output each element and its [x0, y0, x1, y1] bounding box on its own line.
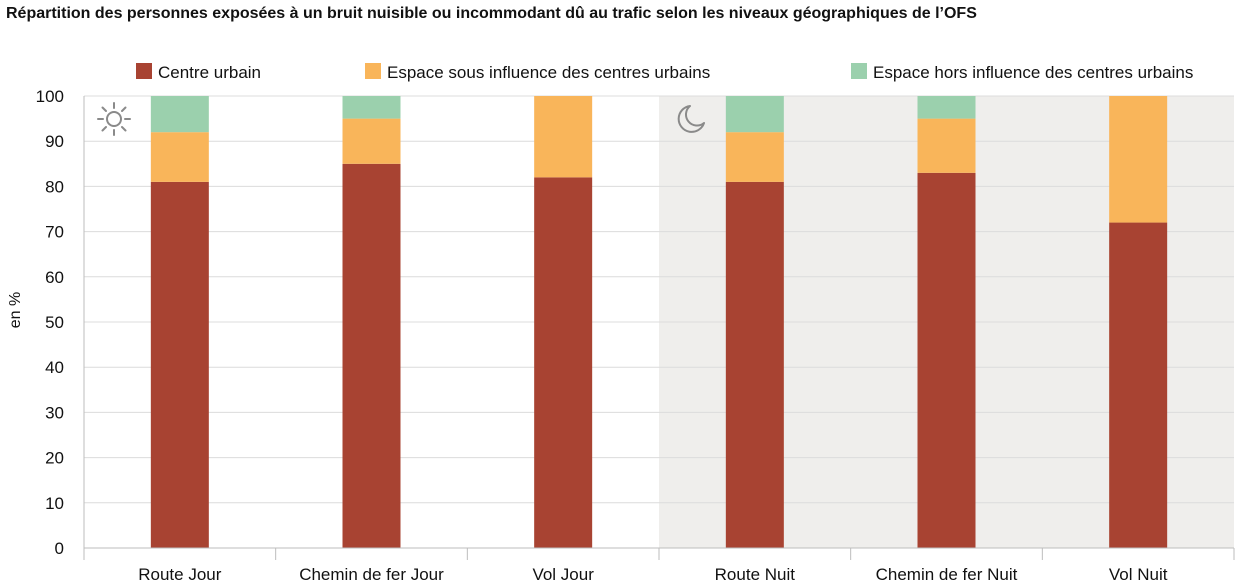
y-tick-label: 40	[45, 358, 64, 377]
y-tick-label: 100	[36, 87, 64, 106]
legend-swatch	[851, 63, 867, 79]
x-tick-label: Chemin de fer Jour	[299, 565, 444, 584]
y-tick-label: 50	[45, 313, 64, 332]
y-tick-label: 0	[55, 539, 64, 558]
bar-segment-series-1	[1109, 96, 1168, 223]
y-tick-label: 90	[45, 132, 64, 151]
axes	[83, 96, 1235, 560]
y-tick-label: 20	[45, 449, 64, 468]
bar-segment-series-2	[917, 96, 976, 119]
bar-segment-series-1	[342, 118, 401, 164]
x-tick-labels: Route Jour Chemin de fer Jour Vol Jour Rout…	[138, 565, 1167, 584]
gridlines	[84, 95, 1234, 504]
y-axis-label: en %	[7, 292, 24, 328]
y-tick-label: 60	[45, 268, 64, 287]
bar-segment-series-0	[917, 172, 976, 548]
y-tick-label: 10	[45, 494, 64, 513]
bars	[150, 96, 1168, 549]
x-tick-label: Route Jour	[138, 565, 221, 584]
y-tick-label: 30	[45, 403, 64, 422]
x-tick-label: Vol Nuit	[1109, 565, 1168, 584]
legend-label: Espace hors influence des centres urbain…	[873, 63, 1193, 82]
bar-segment-series-0	[725, 181, 784, 548]
bar-segment-series-0	[534, 177, 593, 549]
bar-segment-series-2	[342, 96, 401, 119]
legend-swatch	[365, 63, 381, 79]
x-tick-label: Chemin de fer Nuit	[876, 565, 1018, 584]
legend-label: Espace sous influence des centres urbain…	[387, 63, 710, 82]
legend-swatch	[136, 63, 152, 79]
bar-segment-series-1	[917, 118, 976, 173]
bar-segment-series-1	[725, 132, 784, 182]
chart-title: Répartition des personnes exposées à un …	[6, 5, 977, 22]
bar-segment-series-0	[1109, 222, 1168, 548]
y-tick-label: 80	[45, 177, 64, 196]
bar-segment-series-1	[534, 96, 593, 178]
legend-label: Centre urbain	[158, 63, 261, 82]
x-tick-label: Vol Jour	[532, 565, 594, 584]
x-tick-label: Route Nuit	[715, 565, 796, 584]
bar-segment-series-2	[725, 96, 784, 133]
bar-segment-series-2	[150, 96, 209, 133]
y-tick-label: 70	[45, 223, 64, 242]
sun-icon	[97, 102, 131, 136]
legend: Centre urbain Espace sous influence des c…	[136, 63, 1193, 82]
y-tick-labels: 0 10 20 30 40 50 60 70 80 90 100	[36, 87, 64, 558]
moon-icon	[677, 105, 705, 133]
bar-segment-series-1	[150, 132, 209, 182]
bar-segment-series-0	[150, 181, 209, 548]
bar-segment-series-0	[342, 163, 401, 549]
